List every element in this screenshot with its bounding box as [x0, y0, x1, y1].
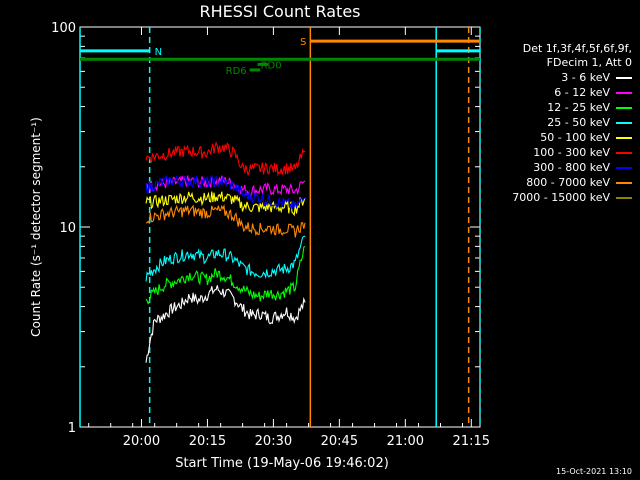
legend-item: 3 - 6 keV — [470, 70, 632, 85]
x-tick-label: 20:45 — [321, 434, 358, 449]
legend-label: 12 - 25 keV — [547, 101, 610, 114]
legend-label: 100 - 300 keV — [533, 146, 610, 159]
legend-label: 7000 - 15000 keV — [512, 191, 610, 204]
plot-frame — [79, 26, 481, 428]
flag-bars: N S RD0 RD6 — [80, 37, 480, 77]
legend-swatch — [616, 196, 632, 199]
flag-label: S — [300, 37, 306, 48]
legend-swatch — [616, 151, 632, 154]
x-tick-label: 20:00 — [123, 434, 160, 449]
y-tick-label: 1 — [68, 421, 76, 436]
legend-label: 3 - 6 keV — [561, 71, 610, 84]
y-tick-label: 10 — [59, 221, 76, 236]
series-line — [145, 235, 306, 282]
x-tick-label: 20:15 — [189, 434, 226, 449]
flag-label: RD6 — [226, 66, 247, 77]
flag-label: N — [155, 47, 162, 58]
legend-label: 800 - 7000 keV — [526, 176, 610, 189]
series-line — [145, 141, 306, 177]
legend-swatch — [616, 166, 632, 169]
x-tick-label: 21:00 — [387, 434, 424, 449]
legend-item: 7000 - 15000 keV — [470, 190, 632, 205]
axis-ticks: 20:00 20:15 20:30 20:45 21:00 21:15 1 10 100 — [51, 21, 490, 449]
series-line — [145, 174, 306, 210]
flag-label: RD0 — [261, 60, 282, 71]
y-tick-label: 100 — [51, 21, 76, 36]
x-axis-label: Start Time (19-May-06 19:46:02) — [175, 456, 389, 471]
chart-title: RHESSI Count Rates — [200, 2, 361, 21]
x-tick-label: 21:15 — [453, 434, 490, 449]
series-lines — [145, 141, 306, 363]
series-line — [145, 203, 306, 238]
legend-item: 800 - 7000 keV — [470, 175, 632, 190]
legend-item: 100 - 300 keV — [470, 145, 632, 160]
legend-swatch — [616, 181, 632, 184]
flag-vertical-lines — [79, 27, 481, 427]
y-axis-label: Count Rate (s⁻¹ detector segment⁻¹) — [29, 117, 43, 337]
legend-swatch — [616, 136, 632, 139]
legend-header-1: Det 1f,3f,4f,5f,6f,9f, — [522, 42, 632, 55]
legend-item: 12 - 25 keV — [470, 100, 632, 115]
legend-item: 6 - 12 keV — [470, 85, 632, 100]
legend: Det 1f,3f,4f,5f,6f,9f, FDecim 1, Att 0 3… — [470, 42, 632, 205]
x-tick-label: 20:30 — [255, 434, 292, 449]
legend-item: 50 - 100 keV — [470, 130, 632, 145]
series-line — [145, 285, 306, 363]
legend-swatch — [616, 91, 632, 94]
legend-swatch — [616, 106, 632, 109]
legend-swatch — [616, 121, 632, 124]
legend-label: 25 - 50 keV — [547, 116, 610, 129]
legend-label: 300 - 800 keV — [533, 161, 610, 174]
legend-item: 25 - 50 keV — [470, 115, 632, 130]
legend-item: 300 - 800 keV — [470, 160, 632, 175]
legend-swatch — [616, 76, 632, 79]
series-line — [145, 245, 306, 305]
legend-label: 50 - 100 keV — [540, 131, 610, 144]
legend-label: 6 - 12 keV — [554, 86, 610, 99]
legend-header-2: FDecim 1, Att 0 — [546, 56, 632, 69]
timestamp: 15-Oct-2021 13:10 — [556, 467, 632, 476]
legend-rows: 3 - 6 keV 6 - 12 keV 12 - 25 keV 25 - 50 ke… — [470, 70, 632, 205]
